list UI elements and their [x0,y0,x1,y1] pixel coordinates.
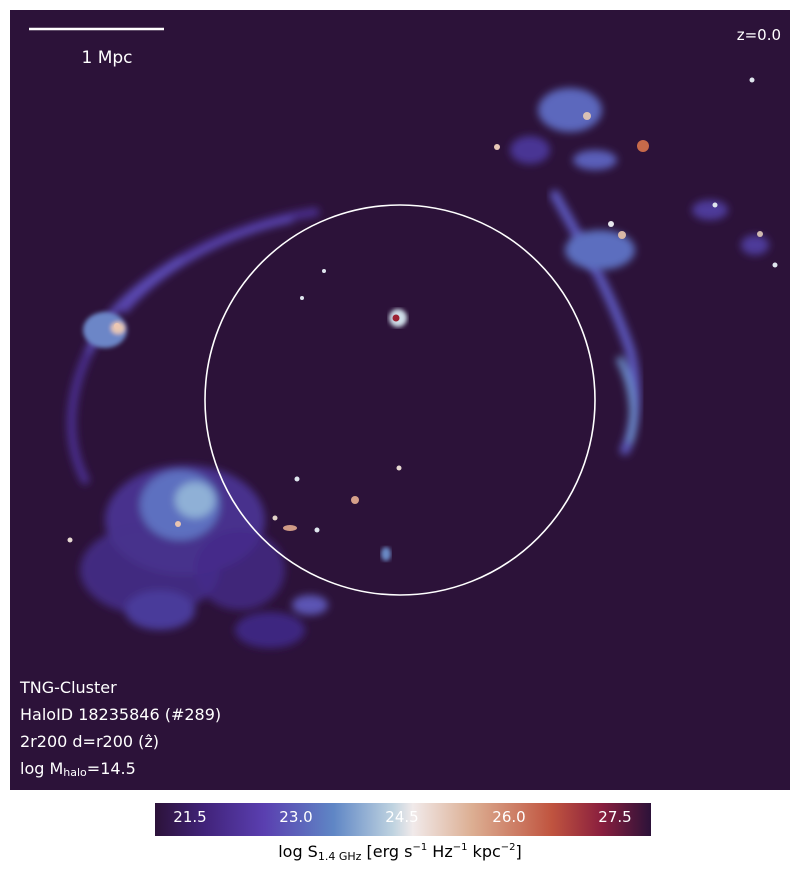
colorbar-tick-5: 27.5 [598,808,632,826]
emission-image [29,27,778,648]
left-lower-cloud [80,465,328,648]
halo-mass: log Mhalo=14.5 [20,759,136,779]
simulation-name: TNG-Cluster [20,678,117,697]
colorbar-tick-1: 21.5 [173,808,207,826]
r200-circle [204,204,596,596]
left-arc-knot [83,312,127,348]
colorbar-tick-2: 23.0 [279,808,313,826]
top-right-cloud [510,88,769,270]
colorbar-tick-4: 26.0 [492,808,526,826]
compact-sources [67,77,778,561]
redshift-label: z=0.0 [736,26,781,44]
colorbar [155,803,651,836]
halo-info: TNG-Cluster HaloID 18235846 (#289) 2r200… [20,674,221,786]
radio-emission-map: 1 Mpc z=0.0 TNG-Cluster HaloID 18235846 … [10,10,790,790]
projection-info: 2r200 d=r200 (ẑ) [20,732,160,751]
scale-bar-label: 1 Mpc [81,48,133,68]
right-arc-filament [550,190,641,455]
colorbar-tick-3: 24.5 [385,808,419,826]
colorbar-label: log S1.4 GHz [erg s−1 Hz−1 kpc−2] [278,842,522,863]
halo-id: HaloID 18235846 (#289) [20,705,222,724]
